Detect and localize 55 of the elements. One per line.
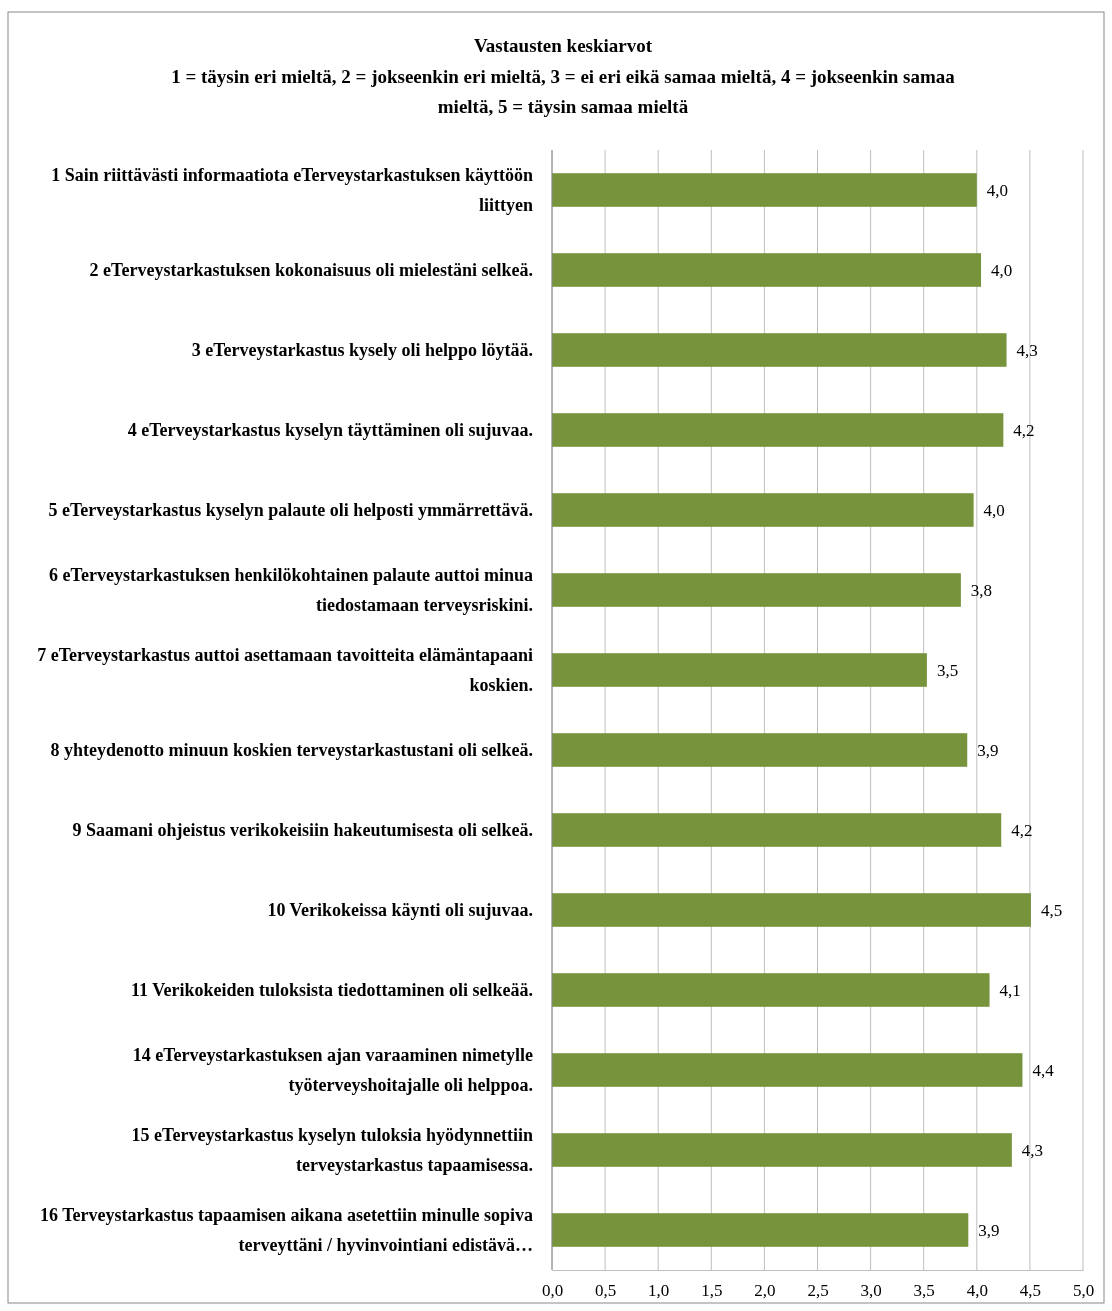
bar (552, 653, 927, 687)
data-label: 4,1 (999, 981, 1021, 1000)
chart-subtitle: 1 = täysin eri mieltä, 2 = jokseenkin eri mieltä, 3 = ei eri eikä samaa mieltä, 4 = jokseenkin samaa mieltä, 5 = täysin samaa mieltä (171, 66, 956, 118)
y-tick-label: 1 Sain riittävästi informaatiota eTerveystarkastuksen käyttöön liittyen (51, 165, 533, 216)
x-tick-label: 0,0 (541, 1281, 564, 1301)
y-tick-label: 16 Terveystarkastus tapaamisen aikana asetettiin minulle sopiva terveyttäni / hyvinvointiani edistävä… (39, 1205, 533, 1256)
x-tick-label: 5,0 (1072, 1281, 1095, 1301)
bar (552, 813, 1002, 847)
y-tick-label: 6 eTerveystarkastuksen henkilökohtainen palaute auttoi minua tiedostamaan terveysriskini. (49, 565, 533, 616)
y-tick-label: 10 Verikokeissa käynti oli sujuvaa. (267, 900, 533, 921)
x-tick-label: 1,0 (648, 1281, 670, 1301)
bar (552, 253, 982, 287)
data-label: 4,4 (1032, 1061, 1055, 1080)
x-tick-label: 1,5 (701, 1281, 723, 1301)
bar (552, 973, 990, 1007)
y-tick-label: 15 eTerveystarkastus kyselyn tuloksia hyödynnettiin terveystarkastus tapaamisessa. (131, 1125, 533, 1176)
bar (552, 573, 961, 607)
y-tick-label: 7 eTerveystarkastus auttoi asettamaan tavoitteita elämäntapaani koskien. (37, 645, 533, 696)
data-label: 4,3 (1016, 341, 1038, 360)
chart-title: Vastausten keskiarvot (473, 35, 653, 56)
data-label: 4,3 (1021, 1141, 1044, 1160)
y-tick-label: 4 eTerveystarkastus kyselyn täyttäminen oli sujuvaa. (127, 420, 533, 441)
bar (552, 1213, 969, 1247)
bar (552, 413, 1004, 447)
data-label: 3,9 (977, 741, 999, 760)
y-tick-label: 3 eTerveystarkastus kysely oli helppo löytää. (191, 340, 533, 361)
data-label: 4,2 (1011, 821, 1033, 840)
y-tick-label: 11 Verikokeiden tuloksista tiedottaminen oli selkeää. (130, 980, 533, 1001)
bar (552, 893, 1031, 927)
y-tick-label: 8 yhteydenotto minuun koskien terveystarkastustani oli selkeä. (50, 740, 533, 761)
data-label: 3,5 (936, 661, 959, 680)
bar (552, 1133, 1012, 1167)
y-tick-label: 14 eTerveystarkastuksen ajan varaaminen nimetylle työterveyshoitajalle oli helppoa. (132, 1045, 533, 1096)
bar (552, 493, 974, 527)
data-label: 3,8 (970, 581, 993, 600)
y-tick-label: 2 eTerveystarkastuksen kokonaisuus oli mielestäni selkeä. (89, 260, 533, 281)
bar (552, 733, 968, 767)
bar (552, 333, 1007, 367)
bar (552, 1053, 1023, 1087)
x-tick-label: 4,0 (966, 1281, 988, 1301)
x-tick-label: 2,0 (754, 1281, 776, 1301)
data-label: 4,0 (986, 181, 1009, 200)
y-tick-label: 9 Saamani ohjeistus verikokeisiin hakeutumisesta oli selkeä. (72, 820, 533, 841)
data-label: 4,5 (1040, 901, 1063, 920)
bar (552, 173, 977, 207)
data-label: 4,0 (983, 501, 1005, 520)
data-label: 4,2 (1013, 421, 1035, 440)
x-tick-label: 3,5 (913, 1281, 935, 1301)
data-label: 3,9 (978, 1221, 1000, 1240)
x-tick-label: 3,0 (860, 1281, 882, 1301)
x-tick-label: 2,5 (807, 1281, 829, 1301)
y-tick-label: 5 eTerveystarkastus kyselyn palaute oli helposti ymmärrettävä. (48, 500, 533, 521)
x-tick-label: 0,5 (594, 1281, 617, 1301)
x-tick-label: 4,5 (1019, 1281, 1042, 1301)
data-label: 4,0 (991, 261, 1013, 280)
